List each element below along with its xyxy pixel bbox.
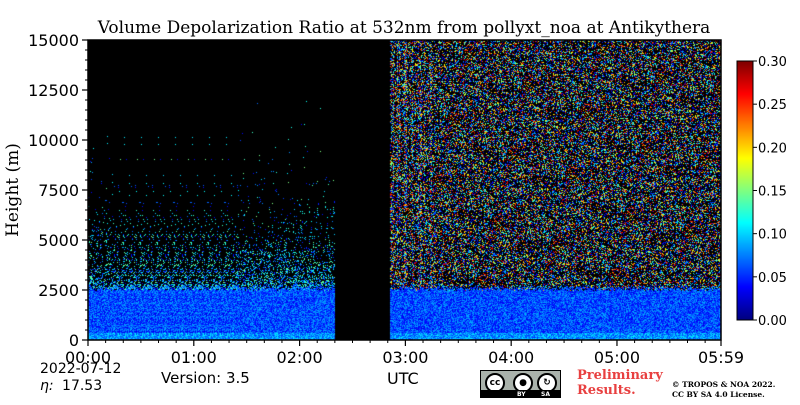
utc-label: UTC (387, 369, 419, 388)
x-tick-label: 05:59 (698, 348, 744, 367)
y-tick-label: 15000 (28, 31, 79, 50)
colorbar-gradient (737, 61, 753, 320)
y-tick-label: 2500 (38, 281, 79, 300)
x-axis: 00:00 01:00 02:00 03:00 04:00 05:00 05:59 (65, 340, 744, 367)
colorbar-tick-label: 0.30 (758, 55, 787, 70)
y-tick-label: 10000 (28, 131, 79, 150)
y-axis: 0 2500 5000 7500 10000 12500 15000 (28, 31, 88, 350)
colorbar-ticks: 0.00 0.05 0.10 0.15 0.20 0.25 0.30 (753, 55, 787, 329)
eta-symbol: η: (40, 378, 54, 394)
depolarization-heatmap (88, 40, 721, 340)
colorbar: 0.00 0.05 0.10 0.15 0.20 0.25 0.30 (736, 55, 787, 329)
colorbar-tick-label: 0.05 (758, 271, 787, 286)
y-tick-label: 5000 (38, 231, 79, 250)
version-label: Version: 3.5 (161, 369, 250, 387)
colorbar-tick-label: 0.10 (758, 228, 787, 243)
colorbar-tick-label: 0.15 (758, 185, 787, 200)
colorbar-tick-label: 0.00 (758, 314, 787, 329)
preliminary-line1: Preliminary (577, 368, 663, 383)
x-tick-label: 02:00 (277, 348, 323, 367)
by-label: BY (517, 391, 526, 398)
copyright-line2: CC BY SA 4.0 License. (672, 390, 765, 399)
cc-badge-strip: BY SA (481, 390, 560, 398)
copyright-line1: © TROPOS & NOA 2022. (672, 380, 776, 389)
x-tick-label: 03:00 (382, 348, 428, 367)
eta-readout: η: 17.53 (40, 378, 102, 394)
x-tick-label: 01:00 (171, 348, 217, 367)
eta-value: 17.53 (62, 378, 103, 394)
x-tick-label: 00:00 (65, 348, 111, 367)
preliminary-line2: Results. (577, 383, 636, 398)
cc-license-badge[interactable]: cc ● ↻ BY SA (480, 370, 561, 398)
colorbar-tick-label: 0.25 (758, 98, 787, 113)
y-tick-label: 0 (69, 331, 79, 350)
plot-area (87, 39, 722, 341)
y-tick-label: 7500 (38, 181, 79, 200)
chart-title: Volume Depolarization Ratio at 532nm fro… (97, 18, 711, 38)
date-label: 2022-07-12 (40, 361, 122, 377)
x-tick-label: 05:00 (594, 348, 640, 367)
copyright-notice: © TROPOS & NOA 2022. CC BY SA 4.0 Licens… (672, 380, 775, 400)
sa-label: SA (541, 391, 550, 398)
preliminary-notice: Preliminary Results. (577, 368, 663, 398)
colorbar-tick-label: 0.20 (758, 141, 787, 156)
x-tick-label: 04:00 (488, 348, 534, 367)
y-tick-label: 12500 (28, 81, 79, 100)
y-axis-label: Height (m) (3, 143, 23, 237)
